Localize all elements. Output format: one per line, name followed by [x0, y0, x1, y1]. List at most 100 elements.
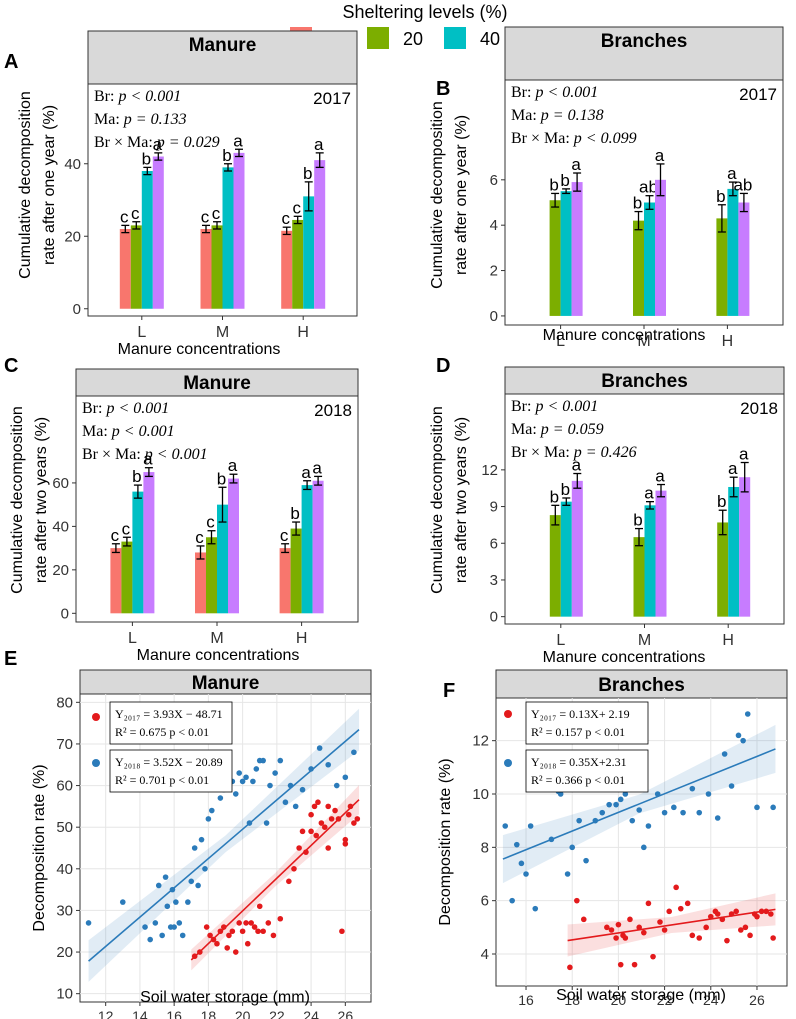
legend-title: Sheltering levels (%)	[342, 2, 507, 22]
x-tick-label: 18	[201, 1008, 217, 1019]
stat-line: Br: p < 0.001	[511, 398, 598, 415]
significance-letter: a	[233, 131, 243, 150]
data-point	[735, 732, 742, 739]
y-axis-label-line: rate after two years (%)	[33, 417, 50, 583]
data-point	[162, 874, 169, 880]
data-point	[299, 828, 306, 835]
significance-letter: ab	[733, 175, 752, 194]
data-point	[253, 766, 260, 772]
data-point	[236, 920, 242, 926]
stat-value: p = 0.426	[573, 444, 637, 461]
data-point	[308, 811, 314, 818]
data-point	[152, 920, 159, 926]
y-tick-label: 0	[73, 301, 81, 318]
data-point	[754, 913, 760, 920]
significance-letter: a	[312, 458, 322, 477]
data-point	[714, 815, 721, 821]
bar	[560, 191, 572, 316]
data-point	[724, 937, 730, 944]
data-point	[509, 897, 515, 904]
x-tick-label: 16	[166, 1008, 182, 1019]
significance-letter: a	[301, 463, 311, 482]
y-tick-label: 12	[472, 733, 489, 750]
data-point	[548, 836, 555, 843]
panel-label: B	[436, 78, 450, 100]
data-point	[770, 804, 776, 811]
data-point	[680, 809, 686, 816]
panel-strip	[504, 26, 784, 81]
data-point	[333, 782, 340, 789]
bar	[717, 522, 729, 617]
data-point	[592, 817, 599, 824]
x-axis-label: Manure concentrations	[543, 327, 706, 344]
significance-letter: c	[281, 209, 290, 228]
data-point	[689, 785, 696, 792]
significance-letter: c	[122, 519, 131, 538]
equation-r2: R² = 0.701 p < 0.01	[115, 773, 209, 787]
data-point	[332, 807, 338, 814]
x-tick-label: L	[137, 324, 146, 341]
significance-letter: a	[143, 450, 153, 469]
stat-line: Ma: p = 0.059	[511, 421, 604, 438]
data-point	[232, 791, 239, 797]
panel-f: F Branches Y₂₀₁₇ = 0.13X+ 2.19 R² = 0.157 p…	[437, 669, 788, 1008]
data-point	[604, 924, 610, 931]
panel-strip	[504, 366, 785, 395]
data-point	[641, 929, 647, 936]
stat-prefix: Br × Ma:	[94, 134, 157, 151]
data-point	[142, 924, 148, 930]
significance-letter: a	[655, 146, 665, 165]
panel-strip	[75, 368, 359, 397]
significance-letter: a	[655, 467, 665, 486]
x-axis-label: Manure concentrations	[543, 649, 706, 666]
data-point	[622, 935, 629, 941]
data-point	[248, 920, 254, 926]
x-tick-label: L	[128, 630, 137, 647]
legend-item: 40	[444, 27, 500, 49]
y-tick-label: 20	[56, 944, 73, 961]
y-tick-label: 80	[56, 694, 73, 711]
data-point	[569, 844, 576, 851]
x-tick-label: 22	[269, 1008, 285, 1019]
data-point	[287, 782, 294, 789]
significance-letter: c	[195, 528, 204, 547]
data-point	[265, 920, 272, 926]
data-point	[255, 928, 261, 935]
y-tick-label: 4	[481, 946, 489, 963]
fit-line	[502, 748, 776, 860]
data-point	[532, 905, 539, 912]
year-label: 2018	[314, 401, 352, 420]
data-point	[666, 908, 673, 915]
stat-value: p < 0.001	[144, 446, 208, 463]
data-point	[325, 845, 332, 851]
y-tick-label: 8	[481, 839, 489, 856]
data-point	[513, 841, 520, 848]
stat-value: p < 0.001	[117, 88, 181, 105]
bar	[727, 188, 739, 316]
data-point	[308, 766, 314, 772]
y-tick-label: 10	[472, 786, 489, 803]
y-tick-label: 6	[490, 535, 498, 552]
panel-a: A Manure Br: p < 0.001 Ma: p = 0.133 Br × Ma…	[4, 30, 358, 358]
data-point	[523, 871, 529, 877]
data-point	[351, 820, 357, 826]
stat-prefix: Ma:	[511, 107, 541, 124]
data-point	[169, 886, 176, 893]
data-point	[263, 820, 270, 826]
significance-letter: b	[142, 149, 151, 168]
bar	[312, 480, 324, 614]
data-point	[645, 900, 652, 907]
legend-label: 40	[480, 29, 500, 49]
data-point	[576, 817, 582, 824]
y-tick-label: 50	[56, 819, 73, 836]
bar	[152, 156, 164, 309]
bar	[281, 230, 293, 309]
bar	[233, 152, 245, 309]
equation-box	[525, 749, 649, 793]
data-point	[229, 928, 236, 935]
data-point	[636, 924, 642, 931]
data-point	[351, 749, 357, 756]
legend-swatch	[444, 27, 466, 49]
bar	[655, 179, 666, 316]
significance-letter: b	[560, 171, 569, 190]
